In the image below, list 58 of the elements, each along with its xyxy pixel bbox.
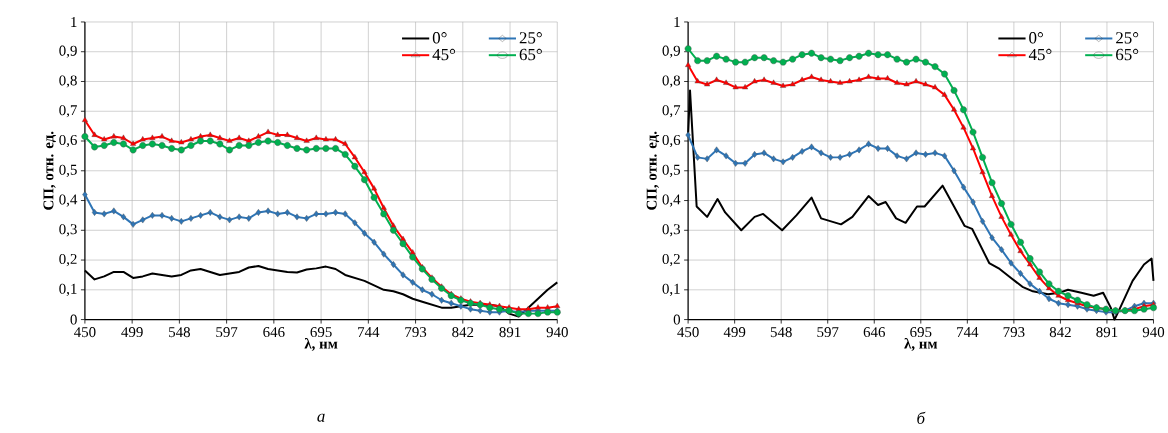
y-tick-label: 0,9 <box>59 45 77 58</box>
y-tick-label: 0,2 <box>59 253 77 266</box>
legend-label: 45° <box>1028 48 1052 61</box>
y-axis-title: СП, отн. ед. <box>43 131 56 210</box>
y-tick-label: 0,7 <box>59 104 77 118</box>
legend-label: 65° <box>519 48 542 61</box>
y-tick-label: 0,7 <box>662 104 681 118</box>
x-tick-label: 842 <box>1049 326 1071 337</box>
x-tick-label: 548 <box>169 326 191 337</box>
y-tick-label: 0,8 <box>59 75 77 88</box>
y-tick-label: 0,2 <box>662 253 680 266</box>
x-tick-label: 450 <box>677 326 699 337</box>
x-axis-title: λ, нм <box>904 337 938 351</box>
x-tick-label: 940 <box>546 326 568 337</box>
x-tick-label: 891 <box>1096 326 1118 337</box>
text: а <box>317 413 325 422</box>
x-tick-label: 842 <box>452 326 474 337</box>
x-tick-label: 597 <box>817 326 839 337</box>
y-tick-label: 0,5 <box>59 164 77 177</box>
x-tick-label: 646 <box>263 326 285 337</box>
legend-label: 45° <box>432 48 456 61</box>
x-tick-label: 793 <box>1003 326 1025 337</box>
y-tick-label: 0,3 <box>59 223 77 237</box>
x-tick-label: 548 <box>770 326 792 337</box>
x-tick-label: 793 <box>405 326 427 337</box>
y-tick-label: 0,6 <box>59 134 77 147</box>
x-tick-label: 744 <box>358 326 380 337</box>
legend-label: 25° <box>1116 31 1139 44</box>
y-tick-label: 0 <box>70 314 77 325</box>
y-tick-label: 1 <box>71 16 77 27</box>
y-tick-label: 1 <box>674 16 680 27</box>
y-tick-label: 0,4 <box>59 194 78 207</box>
y-tick-label: 0,5 <box>662 164 681 177</box>
x-tick-label: 744 <box>957 326 979 337</box>
legend-label: 65° <box>1116 48 1139 61</box>
x-tick-label: 891 <box>499 326 521 337</box>
x-tick-label: 695 <box>310 326 332 337</box>
legend-label: 0° <box>1029 31 1043 44</box>
y-tick-label: 0,1 <box>59 283 77 296</box>
text: б <box>917 411 926 424</box>
y-tick-label: 0,6 <box>662 134 681 147</box>
x-tick-label: 450 <box>74 326 96 337</box>
y-tick-label: 0 <box>673 314 681 325</box>
y-axis-title: СП, отн. ед. <box>646 131 660 210</box>
y-tick-label: 0,4 <box>662 194 681 207</box>
x-tick-label: 499 <box>121 326 143 337</box>
x-tick-label: 646 <box>863 326 886 337</box>
legend-label: 0° <box>432 31 447 44</box>
y-tick-label: 0,8 <box>662 75 681 88</box>
x-tick-label: 695 <box>910 326 932 337</box>
x-tick-label: 940 <box>1142 326 1165 337</box>
y-tick-label: 0,1 <box>662 283 680 296</box>
x-tick-label: 597 <box>216 326 238 337</box>
x-axis-title: λ, нм <box>304 337 338 351</box>
legend-label: 25° <box>519 31 542 44</box>
y-tick-label: 0,3 <box>662 223 681 237</box>
x-tick-label: 499 <box>723 326 746 337</box>
y-tick-label: 0,9 <box>662 45 680 58</box>
